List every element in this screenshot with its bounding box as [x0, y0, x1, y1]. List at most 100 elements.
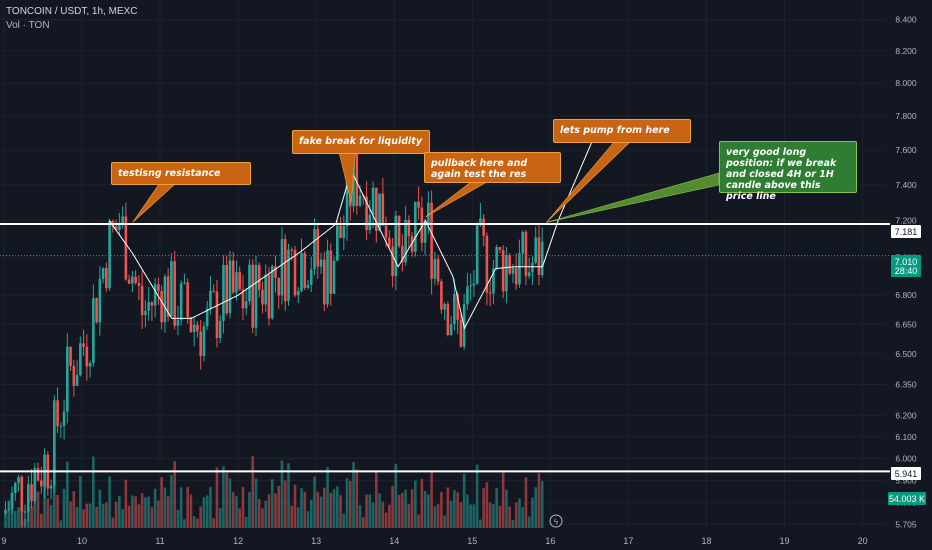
annotation-pullback[interactable]: pullback here and again test the res [424, 152, 561, 183]
volume-bar [287, 463, 290, 528]
volume-bar [495, 487, 498, 528]
candle-body [244, 301, 248, 309]
candle-body [459, 319, 463, 347]
volume-bar [40, 513, 43, 528]
volume-bar [248, 492, 251, 528]
candle-body [313, 228, 316, 270]
candle-body [251, 264, 255, 328]
volume-bar [472, 504, 476, 528]
candle-body [215, 291, 219, 339]
annotation-lets-pump[interactable]: lets pump from here [553, 119, 691, 143]
candle-body [153, 284, 157, 306]
volume-bar [527, 516, 531, 528]
candle-body [430, 202, 433, 279]
candle-body [316, 228, 320, 267]
volume-bar [92, 456, 95, 528]
candle-body [270, 266, 274, 319]
x-tick-label: 18 [701, 536, 711, 546]
candle-body [479, 218, 482, 223]
volume-bar [254, 478, 258, 528]
y-tick-label: 7.800 [895, 111, 917, 121]
candle-body [85, 346, 89, 367]
volume-bar [358, 505, 362, 528]
candle-body [124, 216, 128, 280]
candle-body [485, 235, 489, 293]
volume-bar [303, 491, 307, 528]
candle-body [202, 326, 206, 357]
candle-body [186, 282, 189, 318]
candle-body [56, 400, 59, 427]
volume-bar [319, 496, 323, 528]
candle-body [4, 510, 7, 515]
candle-body [79, 343, 82, 376]
candle-body [495, 247, 498, 269]
volume-bar [225, 472, 229, 528]
support-tag-box [891, 467, 921, 480]
candle-body [176, 320, 180, 326]
candle-body [134, 276, 137, 283]
candle-body [267, 274, 271, 319]
horizontal-lines[interactable] [0, 223, 890, 473]
volume-bar [404, 489, 407, 528]
candle-body [62, 411, 66, 426]
volume-bar [222, 466, 225, 528]
candle-body [196, 324, 199, 332]
candle-body [293, 249, 297, 296]
volume-bar [485, 482, 489, 528]
volume-bar [17, 507, 20, 528]
volume-bar [124, 479, 128, 528]
volume-bar [7, 500, 11, 528]
drawn-path[interactable] [108, 129, 598, 330]
drawn-zigzag-line[interactable] [108, 129, 598, 330]
replay-icon[interactable] [549, 514, 563, 528]
y-tick-label: 6.200 [895, 411, 917, 421]
volume-bar [215, 467, 219, 528]
candle-body [446, 303, 450, 336]
annotation-fake-break[interactable]: fake break for liquidity [292, 130, 430, 154]
volume-tag: 54.003 K [889, 494, 925, 504]
volume-bar [332, 489, 336, 528]
volume-bar [283, 480, 287, 528]
volume-bar [270, 479, 274, 528]
volume-bar [131, 495, 134, 528]
volume-bar [98, 489, 102, 528]
annotation-long-position[interactable]: very good long position: if we break and… [719, 141, 857, 202]
candle-body [283, 239, 287, 302]
candle-body [257, 265, 261, 290]
candle-body [501, 250, 505, 292]
volume-bar [482, 488, 485, 528]
volume-bar [62, 488, 66, 528]
annotation-testing-resistance[interactable]: testisng resistance [111, 162, 251, 185]
candle-body [150, 302, 154, 306]
candle-body [82, 343, 85, 347]
lightning-icon: ϟ [554, 518, 559, 527]
volume-bar [49, 505, 53, 528]
volume-bar [309, 499, 313, 528]
candle-body [407, 219, 411, 236]
candle-body [397, 215, 401, 247]
candle-body [296, 291, 300, 296]
resistance-tag: 7.181 [895, 227, 918, 237]
volume-bar [192, 516, 196, 528]
candle-body [433, 258, 437, 279]
candle-body [378, 193, 381, 231]
volume-bar [13, 510, 17, 528]
candle-body [534, 237, 537, 263]
candle-body [498, 247, 502, 251]
volume-bar [335, 486, 339, 528]
volume-bar [79, 476, 82, 528]
volume-bar [277, 485, 281, 528]
candle-body [160, 291, 163, 323]
volume-bar [85, 503, 89, 528]
volume-bar [371, 502, 375, 528]
volume-bar [427, 494, 430, 528]
volume-bar [30, 506, 33, 528]
candle-body [342, 226, 346, 238]
candle-body [88, 363, 92, 367]
countdown-tag: 28:40 [895, 266, 918, 276]
candle-body [140, 285, 144, 316]
volume-bar [440, 492, 443, 528]
volume-bar [521, 507, 524, 528]
candle-body [183, 282, 186, 284]
